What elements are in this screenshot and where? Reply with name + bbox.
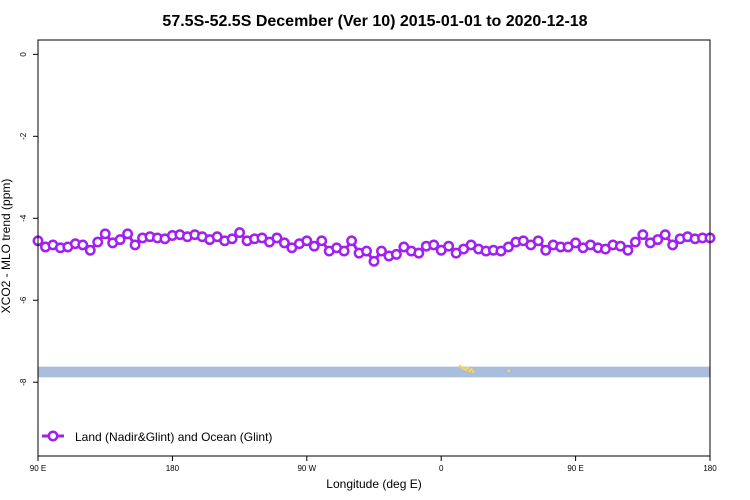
land-speck: [471, 370, 475, 374]
data-point: [532, 235, 544, 247]
data-point: [667, 239, 679, 251]
x-tick-label: 180: [166, 464, 180, 473]
data-point: [84, 244, 96, 256]
data-point: [129, 239, 141, 251]
y-tick-label: -2: [19, 132, 28, 140]
land-speck: [462, 367, 466, 370]
x-axis-label: Longitude (deg E): [326, 477, 421, 491]
data-point: [234, 227, 246, 239]
chart-title: 57.5S-52.5S December (Ver 10) 2015-01-01…: [162, 13, 587, 30]
data-point: [316, 235, 328, 247]
y-tick-label: -6: [19, 296, 28, 304]
data-point: [346, 235, 358, 247]
data-point: [368, 255, 380, 267]
legend-label: Land (Nadir&Glint) and Ocean (Glint): [75, 430, 272, 444]
x-tick-label: 90 W: [297, 464, 316, 473]
data-point: [629, 236, 641, 248]
data-point: [308, 240, 320, 252]
data-point: [637, 229, 649, 241]
land-speck: [507, 369, 510, 373]
data-point: [99, 228, 111, 240]
plot-frame: [37, 39, 711, 457]
x-axis: 90 E 180 90 W 0 90 E 180: [30, 456, 717, 473]
data-point: [338, 245, 350, 257]
data-point: [570, 237, 582, 249]
land-speck: [470, 368, 473, 371]
data-point: [301, 235, 313, 247]
data-point: [77, 239, 89, 251]
ocean-band: [38, 366, 710, 378]
land-speck: [458, 364, 462, 368]
y-tick-label: 0: [19, 52, 28, 57]
data-point: [114, 234, 126, 246]
data-point: [413, 247, 425, 259]
data-point: [428, 239, 440, 251]
band-layer: [38, 366, 710, 378]
land-speck: [466, 366, 469, 369]
land-layer: [458, 364, 510, 374]
y-tick-label: -4: [19, 214, 28, 222]
y-tick-label: -8: [19, 378, 28, 386]
land-speck: [468, 369, 471, 373]
land-speck: [464, 368, 467, 372]
legend: Land (Nadir&Glint) and Ocean (Glint): [42, 430, 272, 444]
data-point: [390, 248, 402, 260]
y-axis: 0 -2 -4 -6 -8: [19, 52, 38, 386]
x-tick-label: 90 E: [30, 464, 46, 473]
land-speck: [460, 366, 464, 369]
y-axis-label: XCO2 - MLO trend (ppm): [0, 179, 13, 314]
series-layer: [32, 227, 716, 267]
data-point: [376, 245, 387, 257]
legend-marker: [47, 430, 59, 442]
data-point: [540, 244, 552, 256]
data-point: [443, 240, 455, 252]
data-point: [502, 241, 514, 253]
data-point: [226, 233, 238, 245]
x-tick-label: 90 E: [567, 464, 583, 473]
data-point: [361, 245, 372, 257]
data-point: [652, 234, 664, 246]
x-tick-label: 180: [703, 464, 717, 473]
x-tick-label: 0: [439, 464, 444, 473]
data-point: [271, 232, 283, 244]
data-point: [122, 228, 134, 240]
data-point: [659, 229, 671, 241]
data-point: [278, 237, 290, 249]
data-point: [622, 244, 634, 256]
data-point: [92, 236, 104, 248]
